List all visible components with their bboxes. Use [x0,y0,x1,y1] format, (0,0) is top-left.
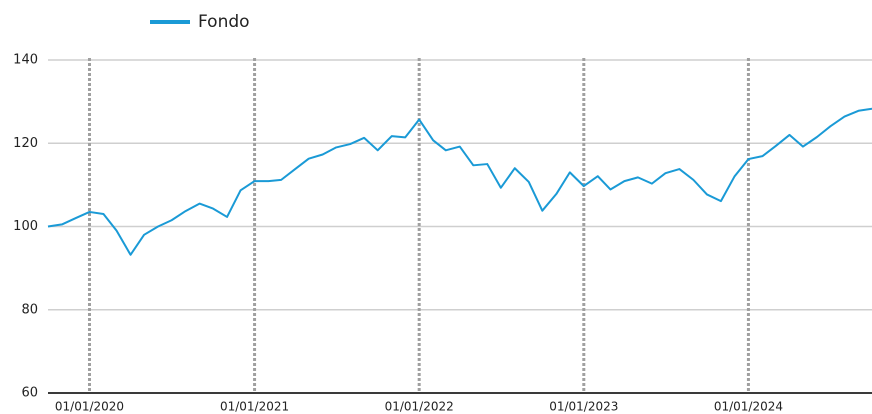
legend-label: Fondo [198,12,250,32]
series-line [47,107,872,256]
x-tick-label: 01/01/2020 [55,400,124,414]
y-tick-label: 140 [13,53,38,68]
x-tick-label: 01/01/2024 [714,400,783,414]
x-tick-label: 01/01/2023 [549,400,618,414]
y-tick-label: 60 [21,386,38,401]
y-tick-label: 80 [21,302,38,317]
x-tick-label: 01/01/2021 [220,400,289,414]
y-tick-label: 120 [13,136,38,151]
y-tick-label: 100 [13,219,38,234]
x-tick-label: 01/01/2022 [385,400,454,414]
